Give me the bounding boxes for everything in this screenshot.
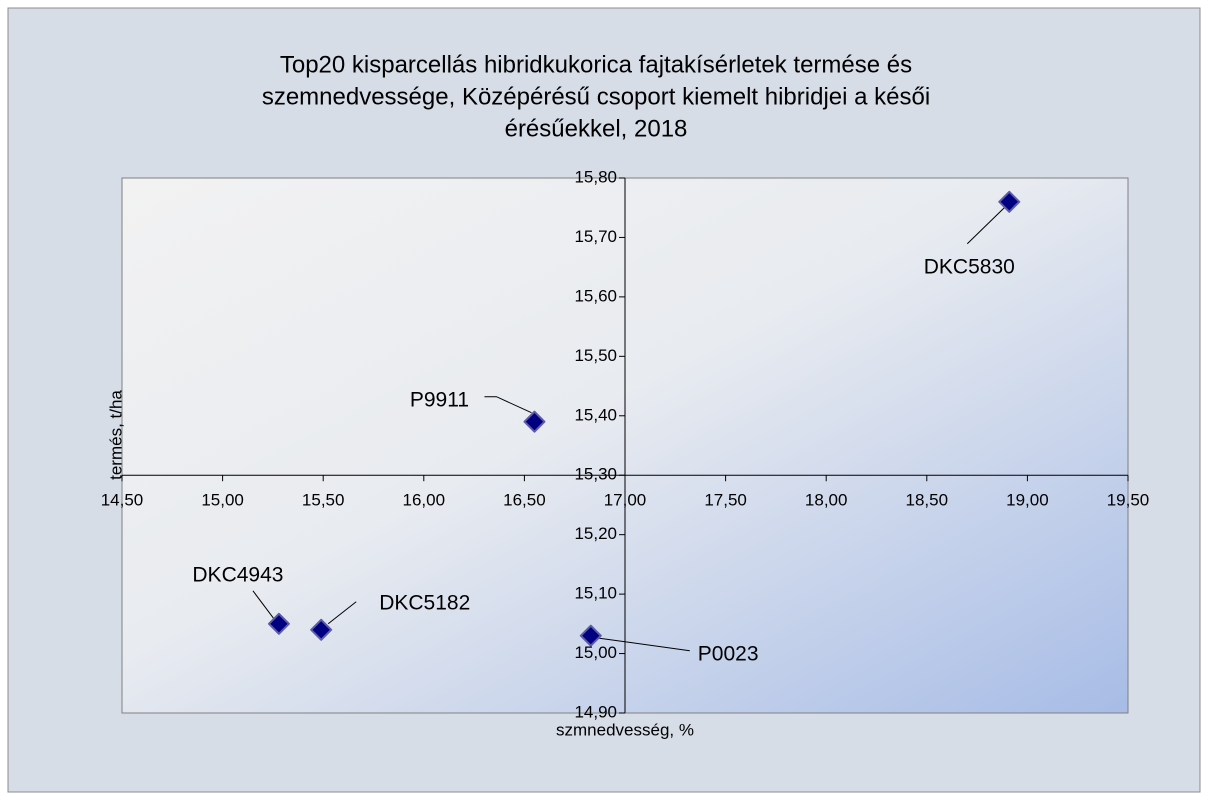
point	[267, 612, 290, 635]
x-tick-label: 17,00	[604, 491, 647, 510]
y-tick-label: 15,50	[574, 346, 617, 365]
leader-line	[252, 590, 275, 620]
leader-line	[484, 396, 532, 414]
x-tick-label: 17,50	[704, 491, 747, 510]
y-tick-label: 15,40	[574, 405, 617, 424]
point-label: DKC5830	[924, 255, 1015, 278]
y-tick-label: 15,60	[574, 286, 617, 305]
x-axis-title: szmnedvesség, %	[556, 720, 694, 739]
x-tick-label: 18,50	[906, 491, 949, 510]
x-tick-label: 15,50	[302, 491, 345, 510]
x-tick-label: 16,50	[503, 491, 546, 510]
y-tick-label: 15,70	[574, 227, 617, 246]
y-tick-label: 14,90	[574, 702, 617, 721]
x-tick-label: 19,50	[1107, 491, 1150, 510]
y-axis-title: termés, t/ha	[106, 390, 125, 480]
point-label: DKC5182	[379, 591, 470, 614]
y-tick-label: 15,10	[574, 584, 617, 603]
x-tick-label: 19,00	[1006, 491, 1049, 510]
y-tick-label: 15,80	[574, 167, 617, 186]
x-tick-label: 14,50	[101, 491, 144, 510]
point-label: P9911	[410, 388, 469, 411]
point	[523, 410, 546, 433]
x-tick-label: 15,00	[201, 491, 244, 510]
leader-line	[966, 207, 1005, 245]
point-label: P0023	[698, 642, 759, 665]
point	[579, 624, 602, 647]
y-tick-label: 15,20	[574, 524, 617, 543]
y-tick-label: 15,00	[574, 643, 617, 662]
chart-title: érésűekkel, 2018	[505, 115, 688, 142]
chart-title: Top20 kisparcellás hibridkukorica fajtak…	[280, 51, 912, 78]
point-label: DKC4943	[192, 563, 283, 586]
point	[310, 618, 333, 641]
x-tick-label: 16,00	[403, 491, 446, 510]
leader-line	[595, 637, 690, 652]
chart-title: szemnedvessége, Középérésű csoport kieme…	[262, 83, 930, 110]
leader-line	[327, 601, 357, 625]
point	[998, 190, 1021, 213]
y-tick-label: 15,30	[574, 465, 617, 484]
x-tick-label: 18,00	[805, 491, 848, 510]
